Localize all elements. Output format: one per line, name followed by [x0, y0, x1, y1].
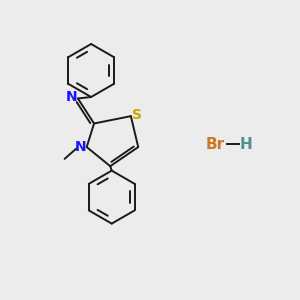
Text: N: N [74, 140, 86, 154]
Text: N: N [66, 90, 77, 104]
Text: Br: Br [205, 136, 224, 152]
Text: S: S [132, 108, 142, 122]
Text: H: H [239, 136, 252, 152]
